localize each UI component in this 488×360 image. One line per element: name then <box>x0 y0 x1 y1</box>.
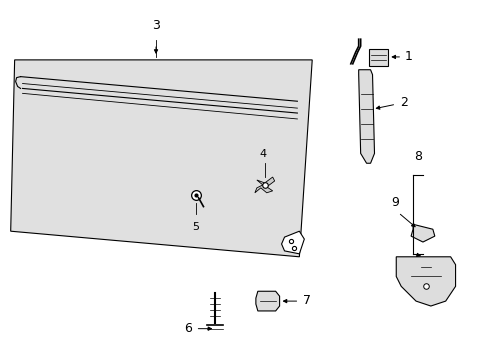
Text: 3: 3 <box>152 19 160 32</box>
Polygon shape <box>395 257 455 306</box>
Polygon shape <box>11 60 311 257</box>
Polygon shape <box>255 291 279 311</box>
Polygon shape <box>368 49 387 66</box>
Polygon shape <box>281 231 304 254</box>
Text: 2: 2 <box>399 96 407 109</box>
Text: 1: 1 <box>405 50 412 63</box>
Polygon shape <box>254 177 274 193</box>
Text: 8: 8 <box>413 150 421 163</box>
Text: 9: 9 <box>390 195 398 208</box>
Text: 5: 5 <box>192 222 199 232</box>
Polygon shape <box>410 224 434 242</box>
Text: 6: 6 <box>183 322 191 335</box>
Text: 4: 4 <box>259 149 266 159</box>
Text: 7: 7 <box>303 294 311 307</box>
Polygon shape <box>358 70 374 163</box>
